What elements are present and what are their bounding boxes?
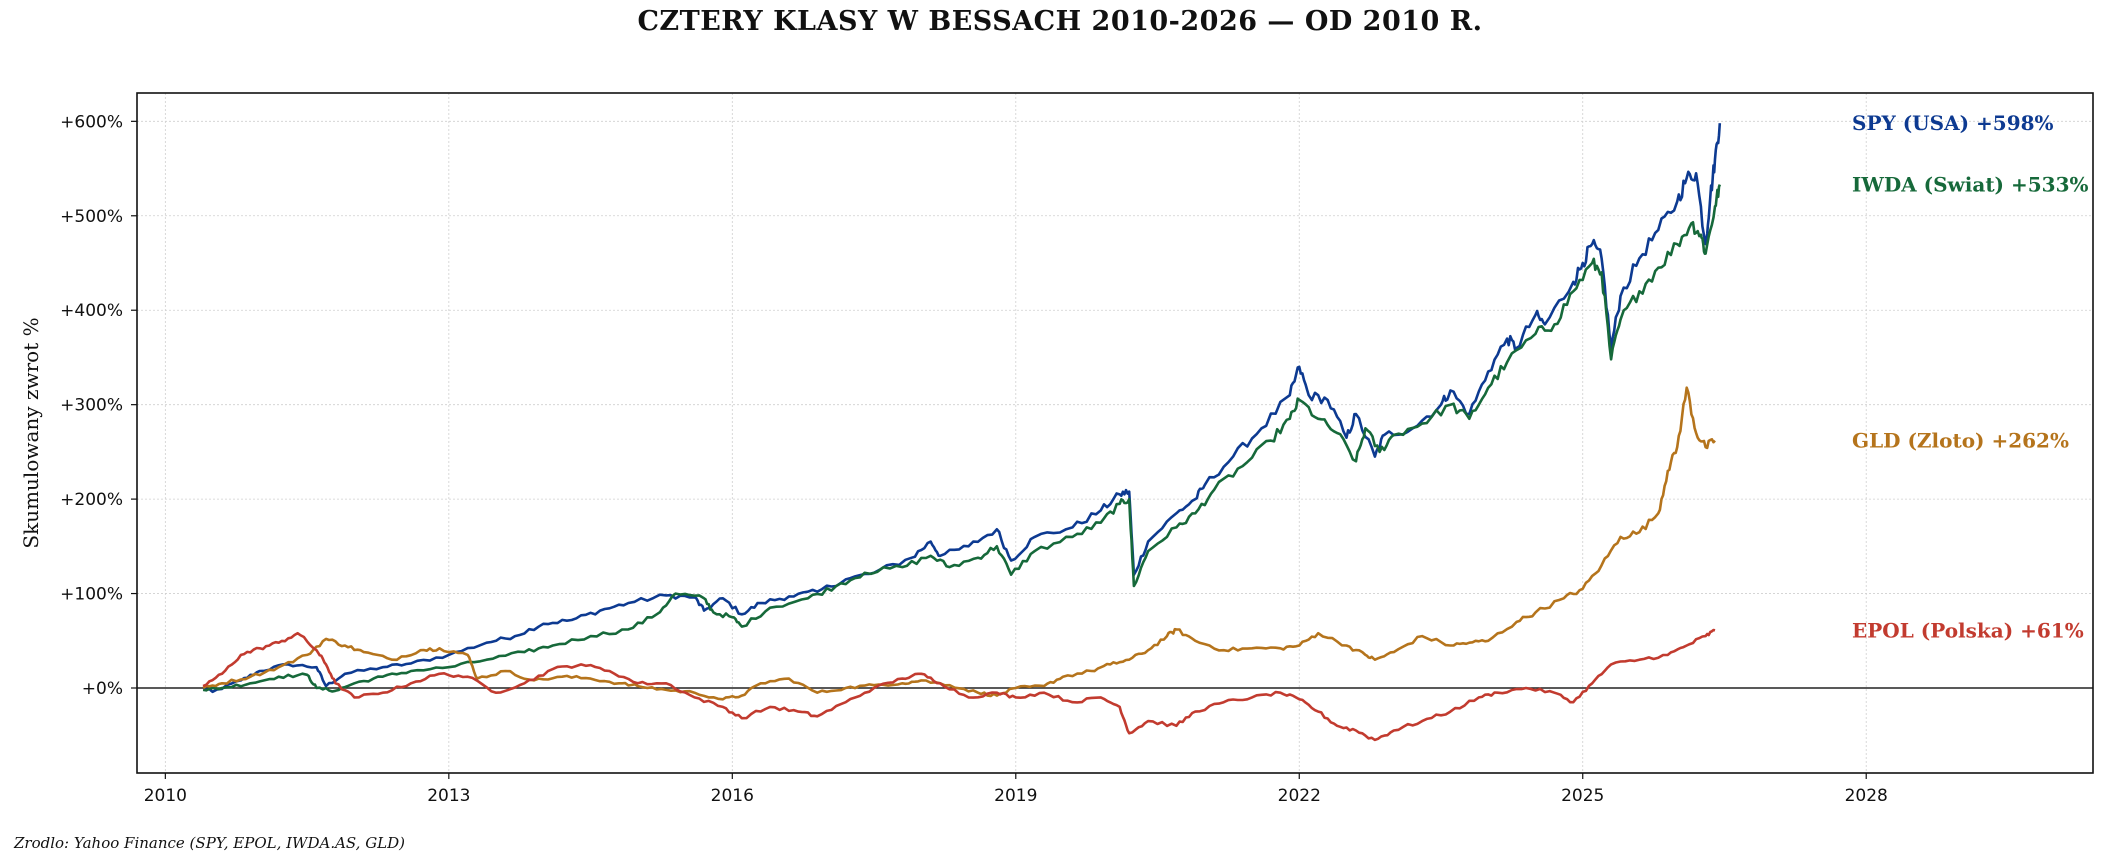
series-end-labels: SPY (USA) +598% IWDA (Swiat) +533% GLD (Zl…: [1852, 111, 2089, 642]
series-end-label-1: IWDA (Swiat) +533%: [1852, 173, 2089, 197]
plot-frame: [136, 92, 2094, 774]
y-tick-label: +300%: [60, 396, 123, 416]
x-tick-label: 2022: [1278, 786, 1321, 806]
y-axis-label: Skumulowany zwrot %: [19, 317, 43, 548]
x-tick-label: 2019: [994, 786, 1037, 806]
y-tick-label: +0%: [82, 679, 123, 699]
y-tick-label: +200%: [60, 490, 123, 510]
x-tick-label: 2016: [711, 786, 754, 806]
x-axis-ticks: 2010 2013 2016 2019 2022 2025 2028: [144, 773, 1888, 806]
grid-lines: [137, 93, 2093, 773]
y-tick-label: +500%: [60, 207, 123, 227]
series-line-0: [202, 123, 1722, 694]
series-end-label-0: SPY (USA) +598%: [1852, 111, 2054, 135]
series-end-label-2: GLD (Zloto) +262%: [1852, 429, 2069, 453]
x-tick-label: 2010: [144, 786, 187, 806]
x-tick-label: 2028: [1845, 786, 1888, 806]
series-lines: [202, 123, 1722, 742]
series-end-label-3: EPOL (Polska) +61%: [1852, 618, 2084, 642]
series-line-1: [202, 184, 1722, 693]
chart-title: CZTERY KLASY W BESSACH 2010-2026 — OD 20…: [637, 6, 1483, 37]
y-tick-label: +400%: [60, 301, 123, 321]
series-line-3: [202, 628, 1716, 742]
y-tick-label: +600%: [60, 112, 123, 132]
source-note: Zrodlo: Yahoo Finance (SPY, EPOL, IWDA.A…: [14, 834, 406, 852]
series-line-2: [202, 386, 1716, 701]
y-tick-label: +100%: [60, 585, 123, 605]
y-axis-ticks: +0% +100% +200% +300% +400% +500% +600%: [60, 112, 137, 699]
x-tick-label: 2025: [1561, 786, 1604, 806]
x-tick-label: 2013: [427, 786, 470, 806]
